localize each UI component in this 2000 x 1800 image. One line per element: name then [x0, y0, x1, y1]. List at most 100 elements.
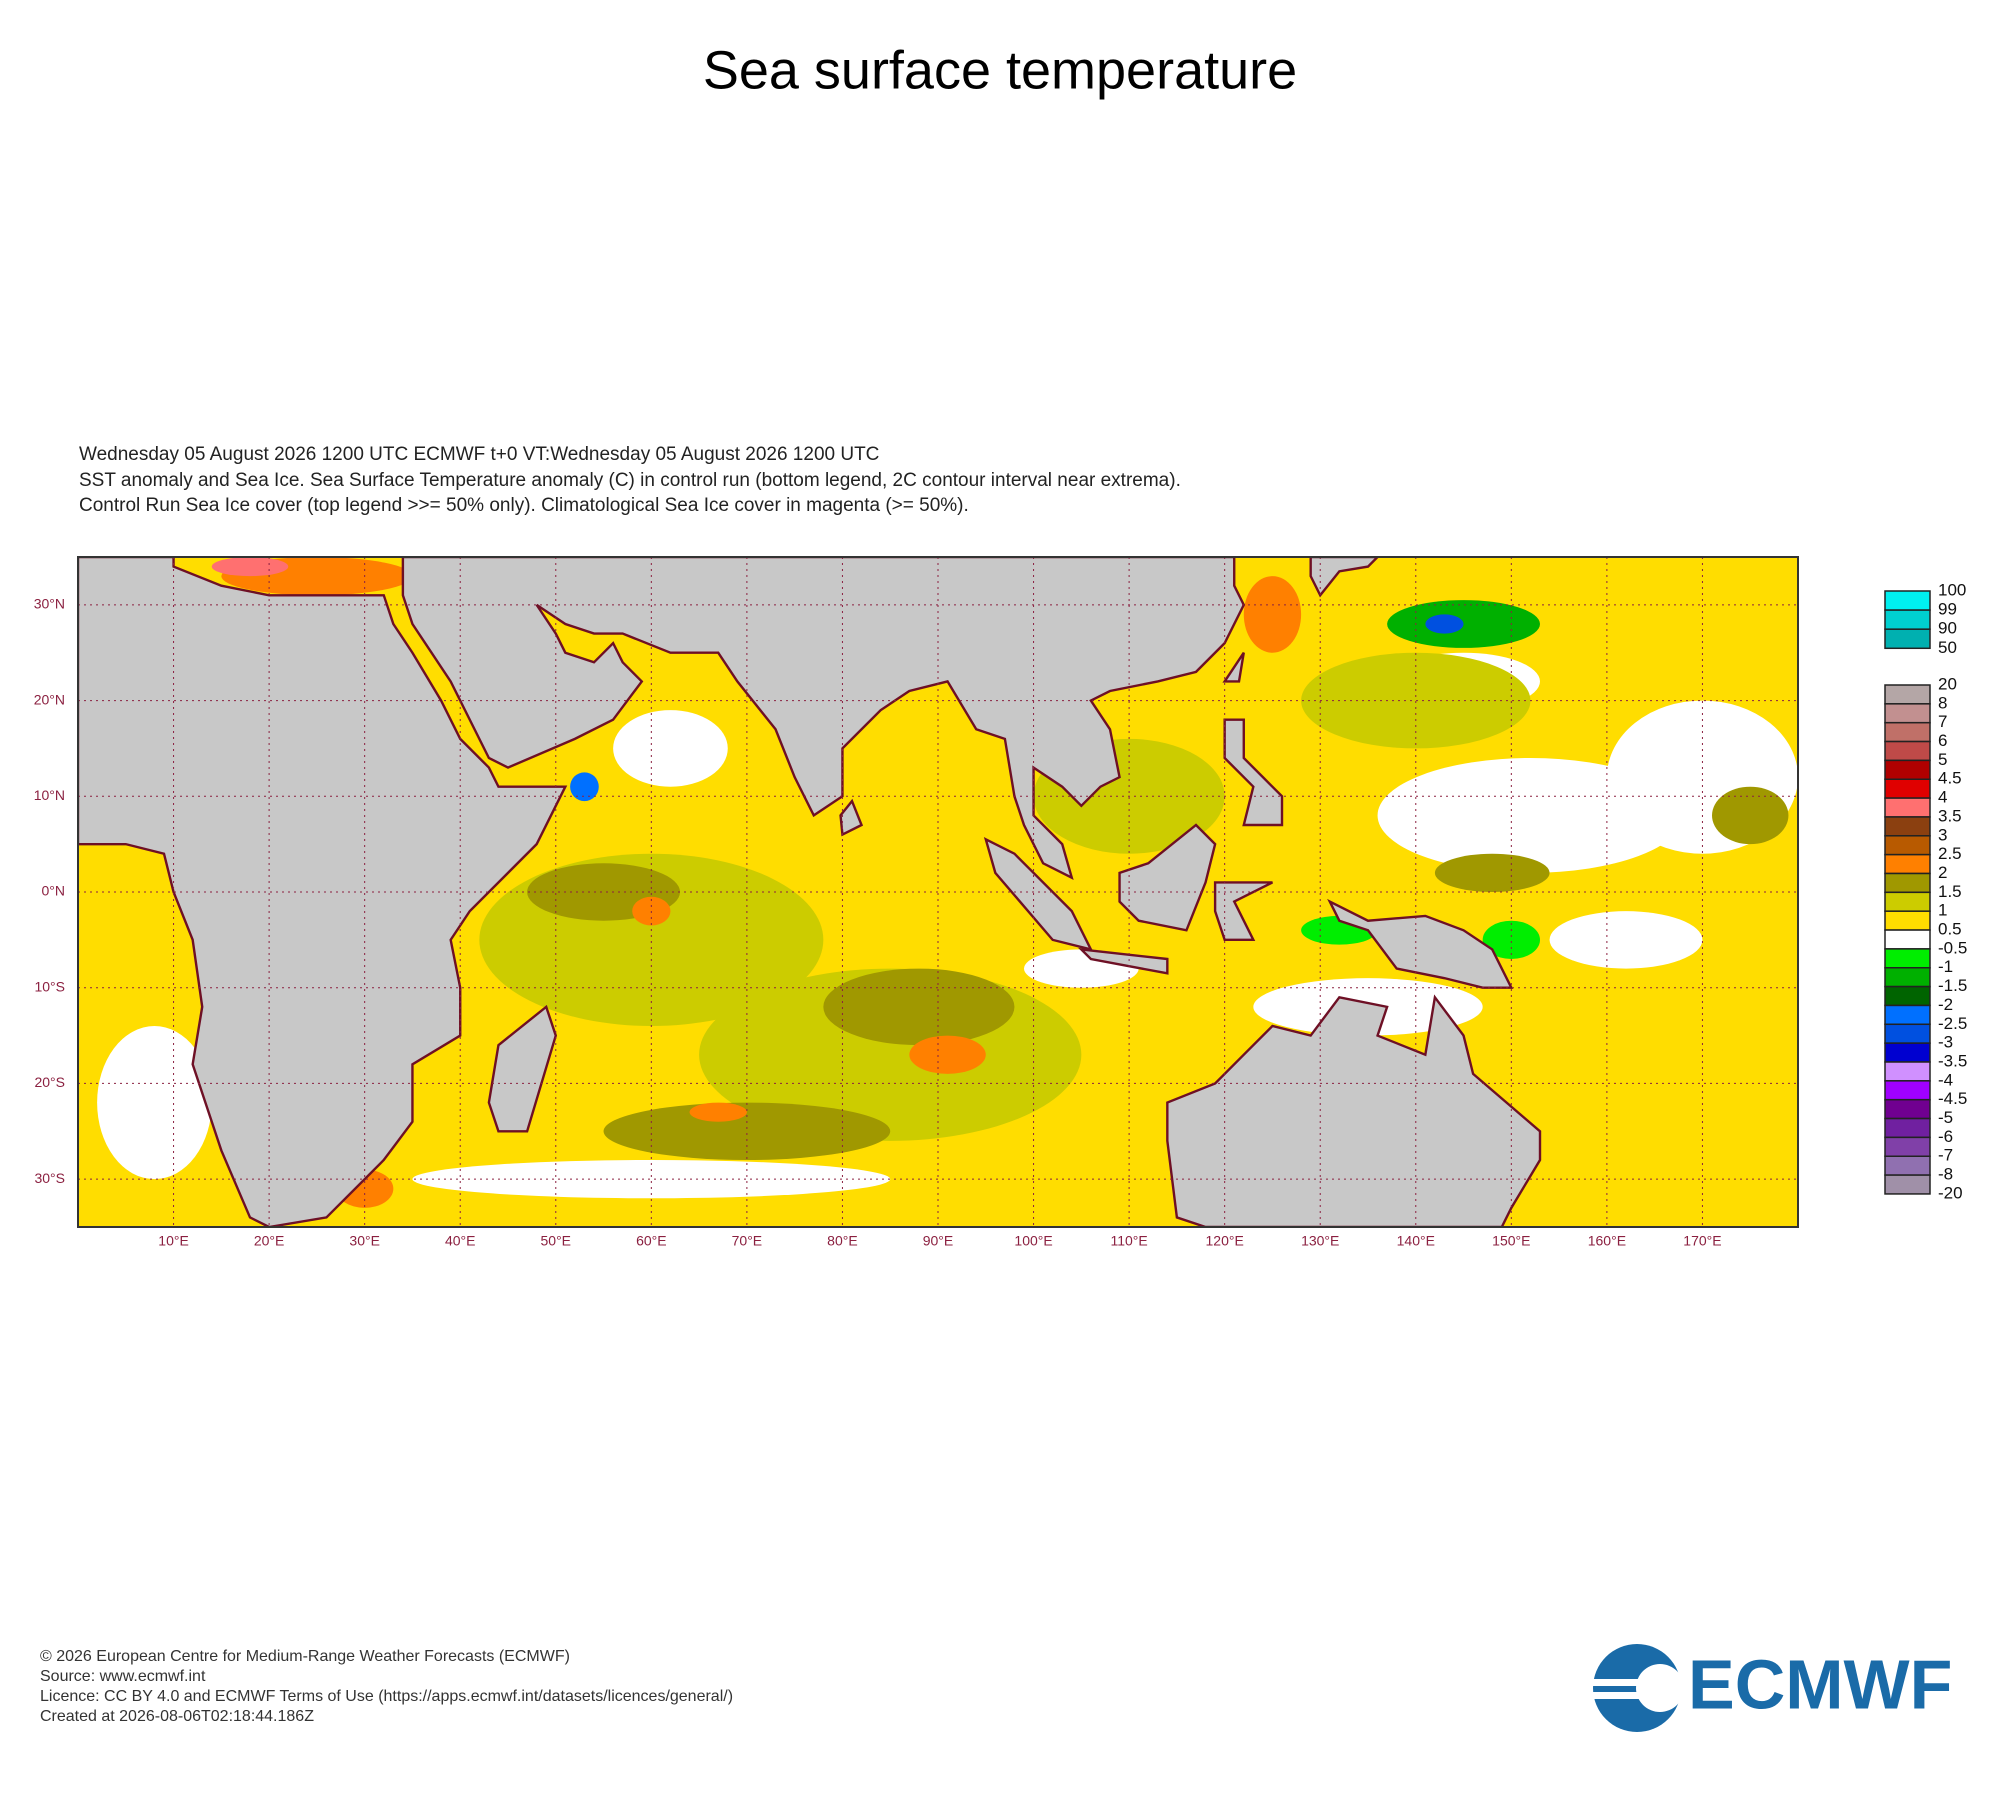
legend-swatch	[1884, 684, 1931, 705]
legend-label: 3	[1938, 825, 1947, 844]
legend-label: 8	[1938, 693, 1947, 712]
legend-swatch	[1884, 1042, 1931, 1063]
legend-swatch	[1884, 835, 1931, 856]
legend-label: -7	[1938, 1146, 1953, 1165]
legend-label: -0.5	[1938, 938, 1967, 957]
y-tick-label: 30°S	[34, 1170, 65, 1186]
legend-label: 0.5	[1938, 920, 1962, 939]
legend-swatch	[1884, 703, 1931, 724]
x-tick-label: 60°E	[636, 1233, 667, 1249]
legend-swatch	[1884, 1136, 1931, 1158]
legend-swatch	[1884, 1174, 1931, 1195]
legend-swatch	[1884, 609, 1931, 630]
legend-label: 1.5	[1938, 882, 1962, 901]
y-tick-label: 10°S	[34, 978, 65, 994]
x-tick-label: 80°E	[827, 1233, 858, 1249]
x-tick-label: 20°E	[254, 1233, 285, 1249]
logo-text: ECMWF	[1688, 1645, 1952, 1723]
legend-swatch	[1884, 1004, 1931, 1026]
legend-label: 2	[1938, 863, 1947, 882]
legend-label: -1	[1938, 957, 1953, 976]
footer-line: © 2026 European Centre for Medium-Range …	[40, 1648, 570, 1665]
x-tick-label: 160°E	[1588, 1233, 1626, 1249]
legend-swatch	[1884, 721, 1931, 743]
legend-swatch	[1884, 1023, 1931, 1044]
legend-swatch	[1884, 797, 1931, 818]
legend-swatch	[1884, 1117, 1931, 1139]
legend-swatch	[1884, 872, 1931, 894]
legend-label: 6	[1938, 731, 1947, 750]
x-tick-label: 150°E	[1492, 1233, 1530, 1249]
legend-label: 3.5	[1938, 806, 1962, 825]
legend-swatch	[1884, 628, 1931, 650]
legend-label: -4.5	[1938, 1089, 1967, 1108]
y-tick-label: 20°S	[34, 1074, 65, 1090]
legend-swatch	[1884, 967, 1931, 988]
legend-label: -6	[1938, 1127, 1953, 1146]
footer-line: Licence: CC BY 4.0 and ECMWF Terms of Us…	[40, 1688, 733, 1705]
logo-icon	[1636, 1664, 1684, 1712]
legend-swatch	[1884, 948, 1931, 969]
legend-swatch	[1884, 1098, 1931, 1120]
legend-swatch	[1884, 891, 1931, 912]
x-tick-label: 90°E	[923, 1233, 954, 1249]
legend-label: -3.5	[1938, 1051, 1967, 1070]
map	[78, 557, 1798, 1227]
legend-label: -20	[1938, 1183, 1963, 1202]
legend-swatch	[1884, 778, 1931, 799]
grid	[78, 557, 1798, 1227]
legend-swatch	[1884, 910, 1931, 931]
header-line: SST anomaly and Sea Ice. Sea Surface Tem…	[79, 470, 1181, 491]
logo-icon	[1590, 1692, 1660, 1699]
header-line: Control Run Sea Ice cover (top legend >>…	[79, 495, 969, 516]
legend-label: -5	[1938, 1108, 1953, 1127]
legend-label: 99	[1938, 600, 1957, 619]
footer-line: Source: www.ecmwf.int	[40, 1668, 206, 1685]
x-tick-label: 30°E	[349, 1233, 380, 1249]
title: Sea surface temperature	[703, 40, 1297, 100]
y-tick-label: 20°N	[34, 691, 65, 707]
legend-label: -8	[1938, 1165, 1953, 1184]
x-tick-label: 110°E	[1110, 1233, 1147, 1249]
logo-icon	[1590, 1679, 1660, 1686]
x-tick-label: 70°E	[732, 1233, 763, 1249]
legend-swatch	[1884, 759, 1931, 781]
legend-label: 4.5	[1938, 769, 1962, 788]
x-tick-label: 130°E	[1301, 1233, 1339, 1249]
legend-label: 4	[1938, 788, 1947, 807]
legend-swatch	[1884, 816, 1931, 837]
legend-swatch	[1884, 1080, 1931, 1101]
x-tick-label: 10°E	[158, 1233, 189, 1249]
y-tick-label: 0°N	[42, 883, 66, 899]
legend-swatch	[1884, 853, 1931, 875]
legend: 1009990502087654.543.532.521.510.5-0.5-1…	[1884, 580, 1967, 1202]
x-tick-label: 120°E	[1206, 1233, 1244, 1249]
header-line: Wednesday 05 August 2026 1200 UTC ECMWF …	[79, 444, 879, 465]
legend-label: -2	[1938, 995, 1953, 1014]
legend-label: -4	[1938, 1070, 1953, 1089]
logo: ECMWF	[1590, 1644, 1952, 1732]
x-tick-label: 40°E	[445, 1233, 476, 1249]
legend-swatch	[1884, 1061, 1931, 1082]
legend-label: 7	[1938, 712, 1947, 731]
legend-label: 1	[1938, 901, 1947, 920]
legend-label: -3	[1938, 1033, 1953, 1052]
legend-swatch	[1884, 740, 1931, 762]
legend-swatch	[1884, 929, 1931, 950]
y-tick-label: 30°N	[34, 596, 65, 612]
x-tick-label: 50°E	[541, 1233, 572, 1249]
legend-label: 90	[1938, 619, 1957, 638]
map-frame	[77, 556, 1799, 1228]
legend-label: 50	[1938, 638, 1957, 657]
legend-label: -1.5	[1938, 976, 1967, 995]
x-tick-label: 140°E	[1397, 1233, 1435, 1249]
x-tick-label: 170°E	[1683, 1233, 1721, 1249]
y-tick-label: 10°N	[34, 787, 65, 803]
legend-label: -2.5	[1938, 1014, 1967, 1033]
legend-swatch	[1884, 1155, 1931, 1176]
legend-label: 5	[1938, 750, 1947, 769]
legend-label: 100	[1938, 580, 1966, 599]
legend-swatch	[1884, 590, 1931, 611]
